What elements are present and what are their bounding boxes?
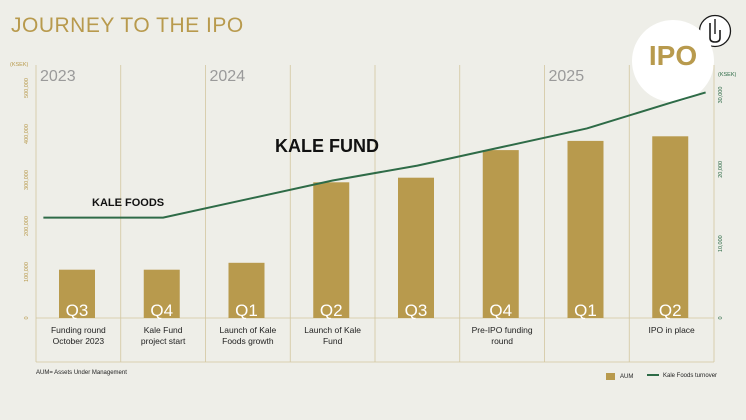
quarter-label: Q3: [66, 301, 89, 320]
brand-kale-fund: KALE FUND: [275, 136, 379, 156]
milestone-label: Fund: [323, 336, 343, 346]
aum-bar: [567, 140, 604, 318]
quarter-label: Q1: [574, 301, 597, 320]
quarter-label: Q3: [405, 301, 428, 320]
ipo-badge: [632, 20, 714, 102]
footnote: AUM= Assets Under Management: [36, 370, 127, 376]
left-axis-tick: 100,000: [24, 262, 30, 282]
ipo-badge-label: IPO: [648, 40, 698, 71]
aum-bar: [398, 177, 434, 318]
quarter-label: Q4: [489, 301, 512, 320]
milestone-label: Kale Fund: [144, 325, 183, 335]
year-label-2023: 2023: [40, 68, 76, 85]
right-axis-tick: 0: [718, 316, 724, 319]
aum-bar: [228, 262, 265, 318]
left-axis-unit: (KSEK): [10, 62, 29, 68]
milestone-label: IPO in place: [648, 325, 695, 335]
milestone-label: Funding round: [51, 325, 106, 335]
legend-turnover: Kale Foods turnover: [647, 373, 717, 379]
quarter-label: Q2: [320, 301, 343, 320]
aum-bar: [313, 182, 350, 318]
legend-turnover-line: [647, 374, 659, 377]
left-axis-tick: 0: [24, 316, 30, 319]
milestone-label: Pre-IPO funding: [472, 325, 533, 335]
milestone-label: Launch of Kale: [304, 325, 361, 335]
right-axis-unit: (KSEK): [718, 72, 737, 78]
year-label-2024: 2024: [210, 68, 246, 85]
milestone-label: October 2023: [53, 336, 105, 346]
milestone-label: project start: [141, 336, 186, 346]
quarter-label: Q4: [150, 301, 173, 320]
right-axis-tick: 30,000: [718, 87, 724, 104]
milestone-label: round: [491, 336, 513, 346]
aum-bar: [652, 136, 689, 318]
quarter-label: Q1: [235, 301, 258, 320]
year-label-2025: 2025: [549, 68, 585, 85]
left-axis-tick: 300,000: [24, 170, 30, 190]
milestone-label: Launch of Kale: [220, 325, 277, 335]
brand-kale-foods: KALE FOODS: [92, 197, 164, 209]
left-axis-tick: 500,000: [24, 78, 30, 98]
page-title: JOURNEY TO THE IPO: [11, 14, 244, 37]
left-axis-tick: 200,000: [24, 216, 30, 236]
aum-bar: [143, 269, 180, 318]
milestone-label: Foods growth: [222, 336, 274, 346]
aum-bar: [59, 269, 95, 318]
right-axis-tick: 20,000: [718, 161, 724, 178]
left-axis-tick: 400,000: [24, 124, 30, 144]
legend-aum: AUM: [606, 373, 633, 380]
right-axis-tick: 10,000: [718, 235, 724, 252]
legend-aum-swatch: [606, 373, 615, 380]
legend-turnover-label: Kale Foods turnover: [663, 373, 718, 379]
aum-bar: [482, 150, 519, 318]
legend-aum-label: AUM: [620, 374, 634, 381]
quarter-label: Q2: [659, 301, 682, 320]
turnover-line: [43, 91, 706, 219]
